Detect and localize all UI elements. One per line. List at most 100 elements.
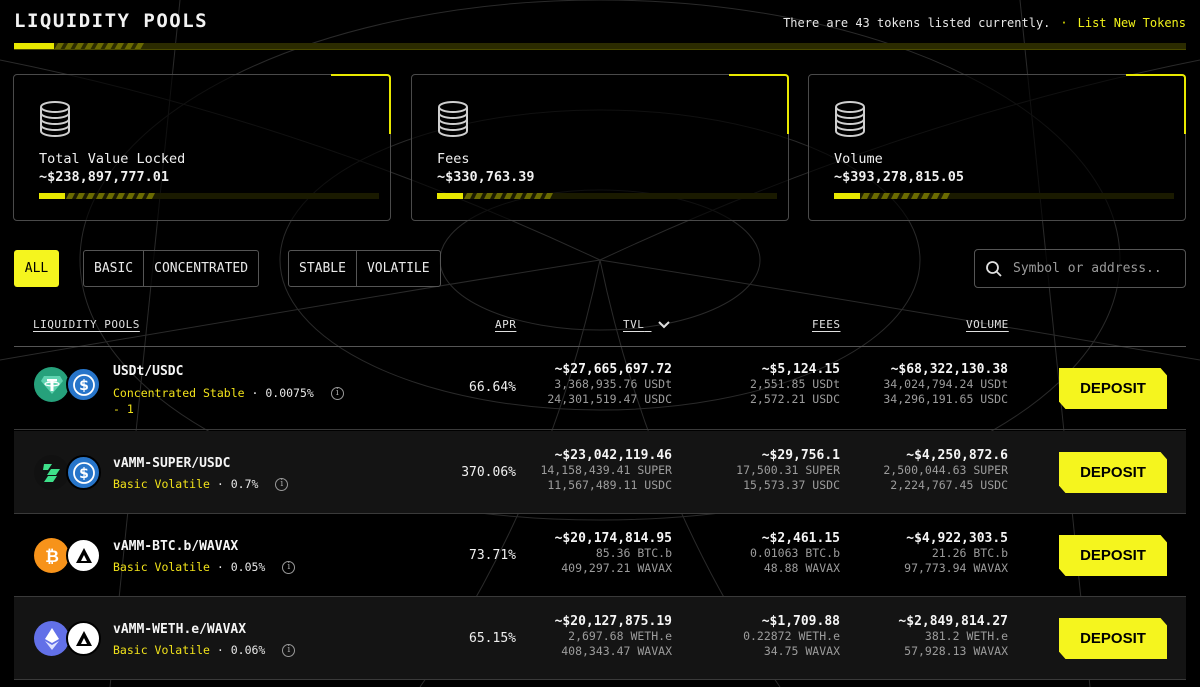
volume-token-a: 34,024,794.24 USDt [883,377,1008,391]
volume-cell: ~$68,322,130.38 34,024,794.24 USDt 34,29… [883,362,1008,407]
column-header-apr[interactable]: APR [495,318,517,331]
token-pair-icons: $ [34,367,104,407]
search-input[interactable] [1013,261,1173,276]
fees-token-a: 0.01063 BTC.b [749,546,840,560]
list-new-tokens-link[interactable]: List New Tokens [1077,16,1186,30]
search-icon [986,260,1002,277]
pool-name: vAMM-BTC.b/WAVAX [113,539,239,554]
deposit-button[interactable]: DEPOSIT [1059,535,1167,576]
tvl-token-a: 14,158,439.41 SUPER [540,463,672,477]
coins-icon [40,101,70,137]
bitcoin-icon: ₿ [34,538,69,573]
super-icon [34,455,69,490]
table-row: $ vAMM-SUPER/USDC Basic Volatile · 0.7% … [14,431,1186,514]
tvl-token-a: 85.36 BTC.b [595,546,672,560]
tvl-cell: ~$20,174,814.95 85.36 BTC.b 409,297.21 W… [555,531,672,576]
fees-cell: ~$2,461.15 0.01063 BTC.b 48.88 WAVAX [750,531,840,576]
card-corner-accent [1126,74,1186,134]
title-rule [14,43,1186,50]
volume-token-a: 2,500,044.63 SUPER [883,463,1008,477]
column-header-tvl[interactable]: TVL [623,318,670,331]
info-icon[interactable]: i [282,561,296,574]
volume-total: ~$68,322,130.38 [890,362,1008,377]
tvl-cell: ~$23,042,119.46 14,158,439.41 SUPER 11,5… [540,448,672,493]
tvl-cell: ~$27,665,697.72 3,368,935.76 USDt 24,301… [547,362,672,407]
tvl-total: ~$20,127,875.19 [554,614,672,629]
stat-label: Fees [437,151,470,167]
usdc-icon: $ [66,367,101,402]
pool-type: Basic Volatile · 0.7% i [113,476,353,492]
stat-label: Total Value Locked [39,151,186,167]
deposit-button[interactable]: DEPOSIT [1059,368,1167,409]
stat-progress-bar [437,193,777,199]
svg-text:₿: ₿ [45,547,59,567]
filter-curve-group: STABLE VOLATILE [288,250,441,287]
stat-label: Volume [834,151,883,167]
fees-token-b: 34.75 WAVAX [763,644,840,658]
table-row: vAMM-WETH.e/WAVAX Basic Volatile · 0.06%… [14,597,1186,680]
fees-total: ~$29,756.1 [761,448,840,463]
tvl-token-b: 408,343.47 WAVAX [561,644,672,658]
deposit-button[interactable]: DEPOSIT [1059,618,1167,659]
filter-stable-button[interactable]: STABLE [299,261,346,276]
filter-all-button[interactable]: ALL [14,250,59,287]
pool-kind: Basic Volatile [113,477,210,491]
pool-kind: Concentrated Stable [113,386,245,400]
pool-extra: - 1 [113,402,134,416]
tvl-total: ~$20,174,814.95 [554,531,672,546]
token-pair-icons: ₿ [34,538,104,578]
fees-token-a: 2,551.85 USDt [749,377,840,391]
pool-fee: 0.06% [230,643,266,657]
column-header-volume[interactable]: VOLUME [966,318,1009,331]
volume-token-a: 21.26 BTC.b [931,546,1008,560]
volume-token-b: 2,224,767.45 USDC [890,478,1008,492]
info-icon[interactable]: i [330,387,344,400]
tvl-total: ~$27,665,697.72 [554,362,672,377]
fees-total: ~$2,461.15 [761,531,840,546]
volume-total: ~$2,849,814.27 [898,614,1008,629]
stat-card-fees: Fees ~$330,763.39 [411,74,789,221]
pool-name: USDt/USDC [113,364,184,379]
usdc-icon: $ [66,455,101,490]
svg-text:$: $ [79,466,89,482]
pool-kind: Basic Volatile [113,560,210,574]
fees-token-b: 2,572.21 USDC [749,392,840,406]
column-header-fees[interactable]: FEES [812,318,841,331]
token-count-text: There are 43 tokens listed currently. [783,16,1051,30]
filter-basic-button[interactable]: BASIC [94,261,134,276]
volume-cell: ~$4,250,872.6 2,500,044.63 SUPER 2,224,7… [883,448,1008,493]
info-icon[interactable]: i [275,478,289,491]
avax-icon [66,538,101,573]
filter-concentrated-button[interactable]: CONCENTRATED [143,251,258,286]
avax-icon [66,621,101,656]
volume-total: ~$4,922,303.5 [906,531,1008,546]
volume-total: ~$4,250,872.6 [906,448,1008,463]
search-box [974,249,1186,288]
deposit-button[interactable]: DEPOSIT [1059,452,1167,493]
fees-cell: ~$5,124.15 2,551.85 USDt 2,572.21 USDC [750,362,840,407]
tvl-token-b: 24,301,519.47 USDC [547,392,672,406]
tvl-total: ~$23,042,119.46 [554,448,672,463]
filter-volatile-button[interactable]: VOLATILE [355,251,440,286]
info-icon[interactable]: i [282,644,296,657]
pool-fee: 0.7% [230,477,259,491]
header-divider [14,346,1186,347]
header-info: There are 43 tokens listed currently. · … [783,16,1186,30]
table-row: $ USDt/USDC Concentrated Stable · 0.0075… [14,347,1186,430]
tvl-token-b: 409,297.21 WAVAX [561,561,672,575]
stat-progress-bar [834,193,1174,199]
tvl-cell: ~$20,127,875.19 2,697.68 WETH.e 408,343.… [555,614,672,659]
apr-value: 66.64% [469,380,516,395]
stat-card-volume: Volume ~$393,278,815.05 [808,74,1186,221]
pool-type: Basic Volatile · 0.06% i [113,642,353,658]
volume-cell: ~$2,849,814.27 381.2 WETH.e 57,928.13 WA… [898,614,1008,659]
fees-token-b: 15,573.37 USDC [743,478,840,492]
ethereum-icon [34,621,69,656]
coins-icon [438,101,468,137]
volume-token-b: 34,296,191.65 USDC [883,392,1008,406]
tvl-token-b: 11,567,489.11 USDC [547,478,672,492]
table-row: ₿ vAMM-BTC.b/WAVAX Basic Volatile · 0.05… [14,514,1186,597]
column-header-pools[interactable]: LIQUIDITY POOLS [33,318,140,331]
stat-value: ~$330,763.39 [437,169,535,185]
pool-name: vAMM-WETH.e/WAVAX [113,622,247,637]
